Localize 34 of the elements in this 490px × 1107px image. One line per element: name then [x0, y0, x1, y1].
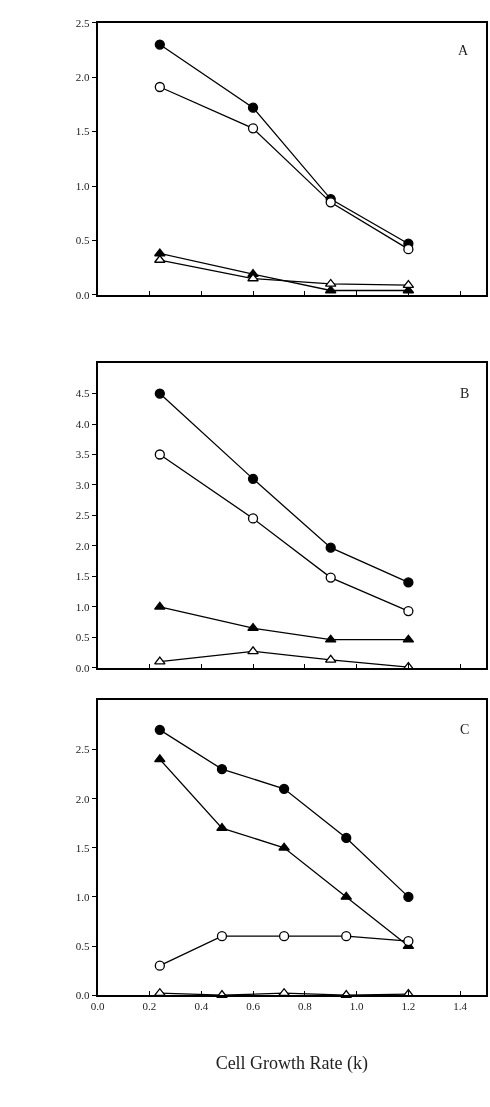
y-tick-label: 4.5	[75, 387, 90, 400]
y-tick-label: 2.0	[75, 792, 90, 805]
y-tick-label: 1.5	[75, 125, 90, 138]
y-tick-label: 0.0	[75, 989, 90, 1002]
annotation: C	[460, 722, 470, 737]
y-tick-label: 1.0	[75, 890, 90, 903]
y-tick-label: 0.0	[75, 288, 90, 301]
x-tick-label: 1.4	[453, 1000, 468, 1013]
y-tick-label: 1.0	[75, 600, 90, 613]
y-tick-label: 2.0	[75, 71, 90, 84]
y-tick-label: 1.5	[75, 570, 90, 583]
y-tick-label: 4.0	[75, 417, 90, 430]
y-tick-label: 2.5	[75, 16, 90, 29]
x-tick-label: 0.6	[246, 1000, 261, 1013]
y-tick-label: 0.5	[75, 939, 90, 952]
y-tick-label: 2.5	[75, 743, 90, 756]
x-tick-label: 1.2	[401, 1000, 416, 1013]
x-axis-title: Cell Growth Rate (k)	[215, 1052, 369, 1074]
x-tick-label: 0.0	[90, 1000, 106, 1013]
x-tick-label: 0.8	[297, 1000, 313, 1013]
x-tick-label: 0.4	[194, 1000, 209, 1013]
annotation: A	[458, 43, 469, 58]
x-tick-label: 1.0	[349, 1000, 364, 1013]
y-tick-label: 1.0	[75, 179, 90, 192]
y-tick-label: 0.0	[75, 661, 90, 674]
y-tick-label: 3.0	[75, 478, 90, 491]
annotation: B	[460, 386, 470, 401]
y-tick-label: 3.5	[75, 448, 90, 461]
y-tick-label: 0.5	[75, 234, 90, 247]
y-tick-label: 0.5	[75, 631, 90, 644]
x-tick-label: 0.2	[142, 1000, 157, 1013]
y-tick-label: 1.5	[75, 841, 90, 854]
y-tick-label: 2.0	[75, 539, 90, 552]
y-tick-label: 2.5	[75, 509, 90, 522]
